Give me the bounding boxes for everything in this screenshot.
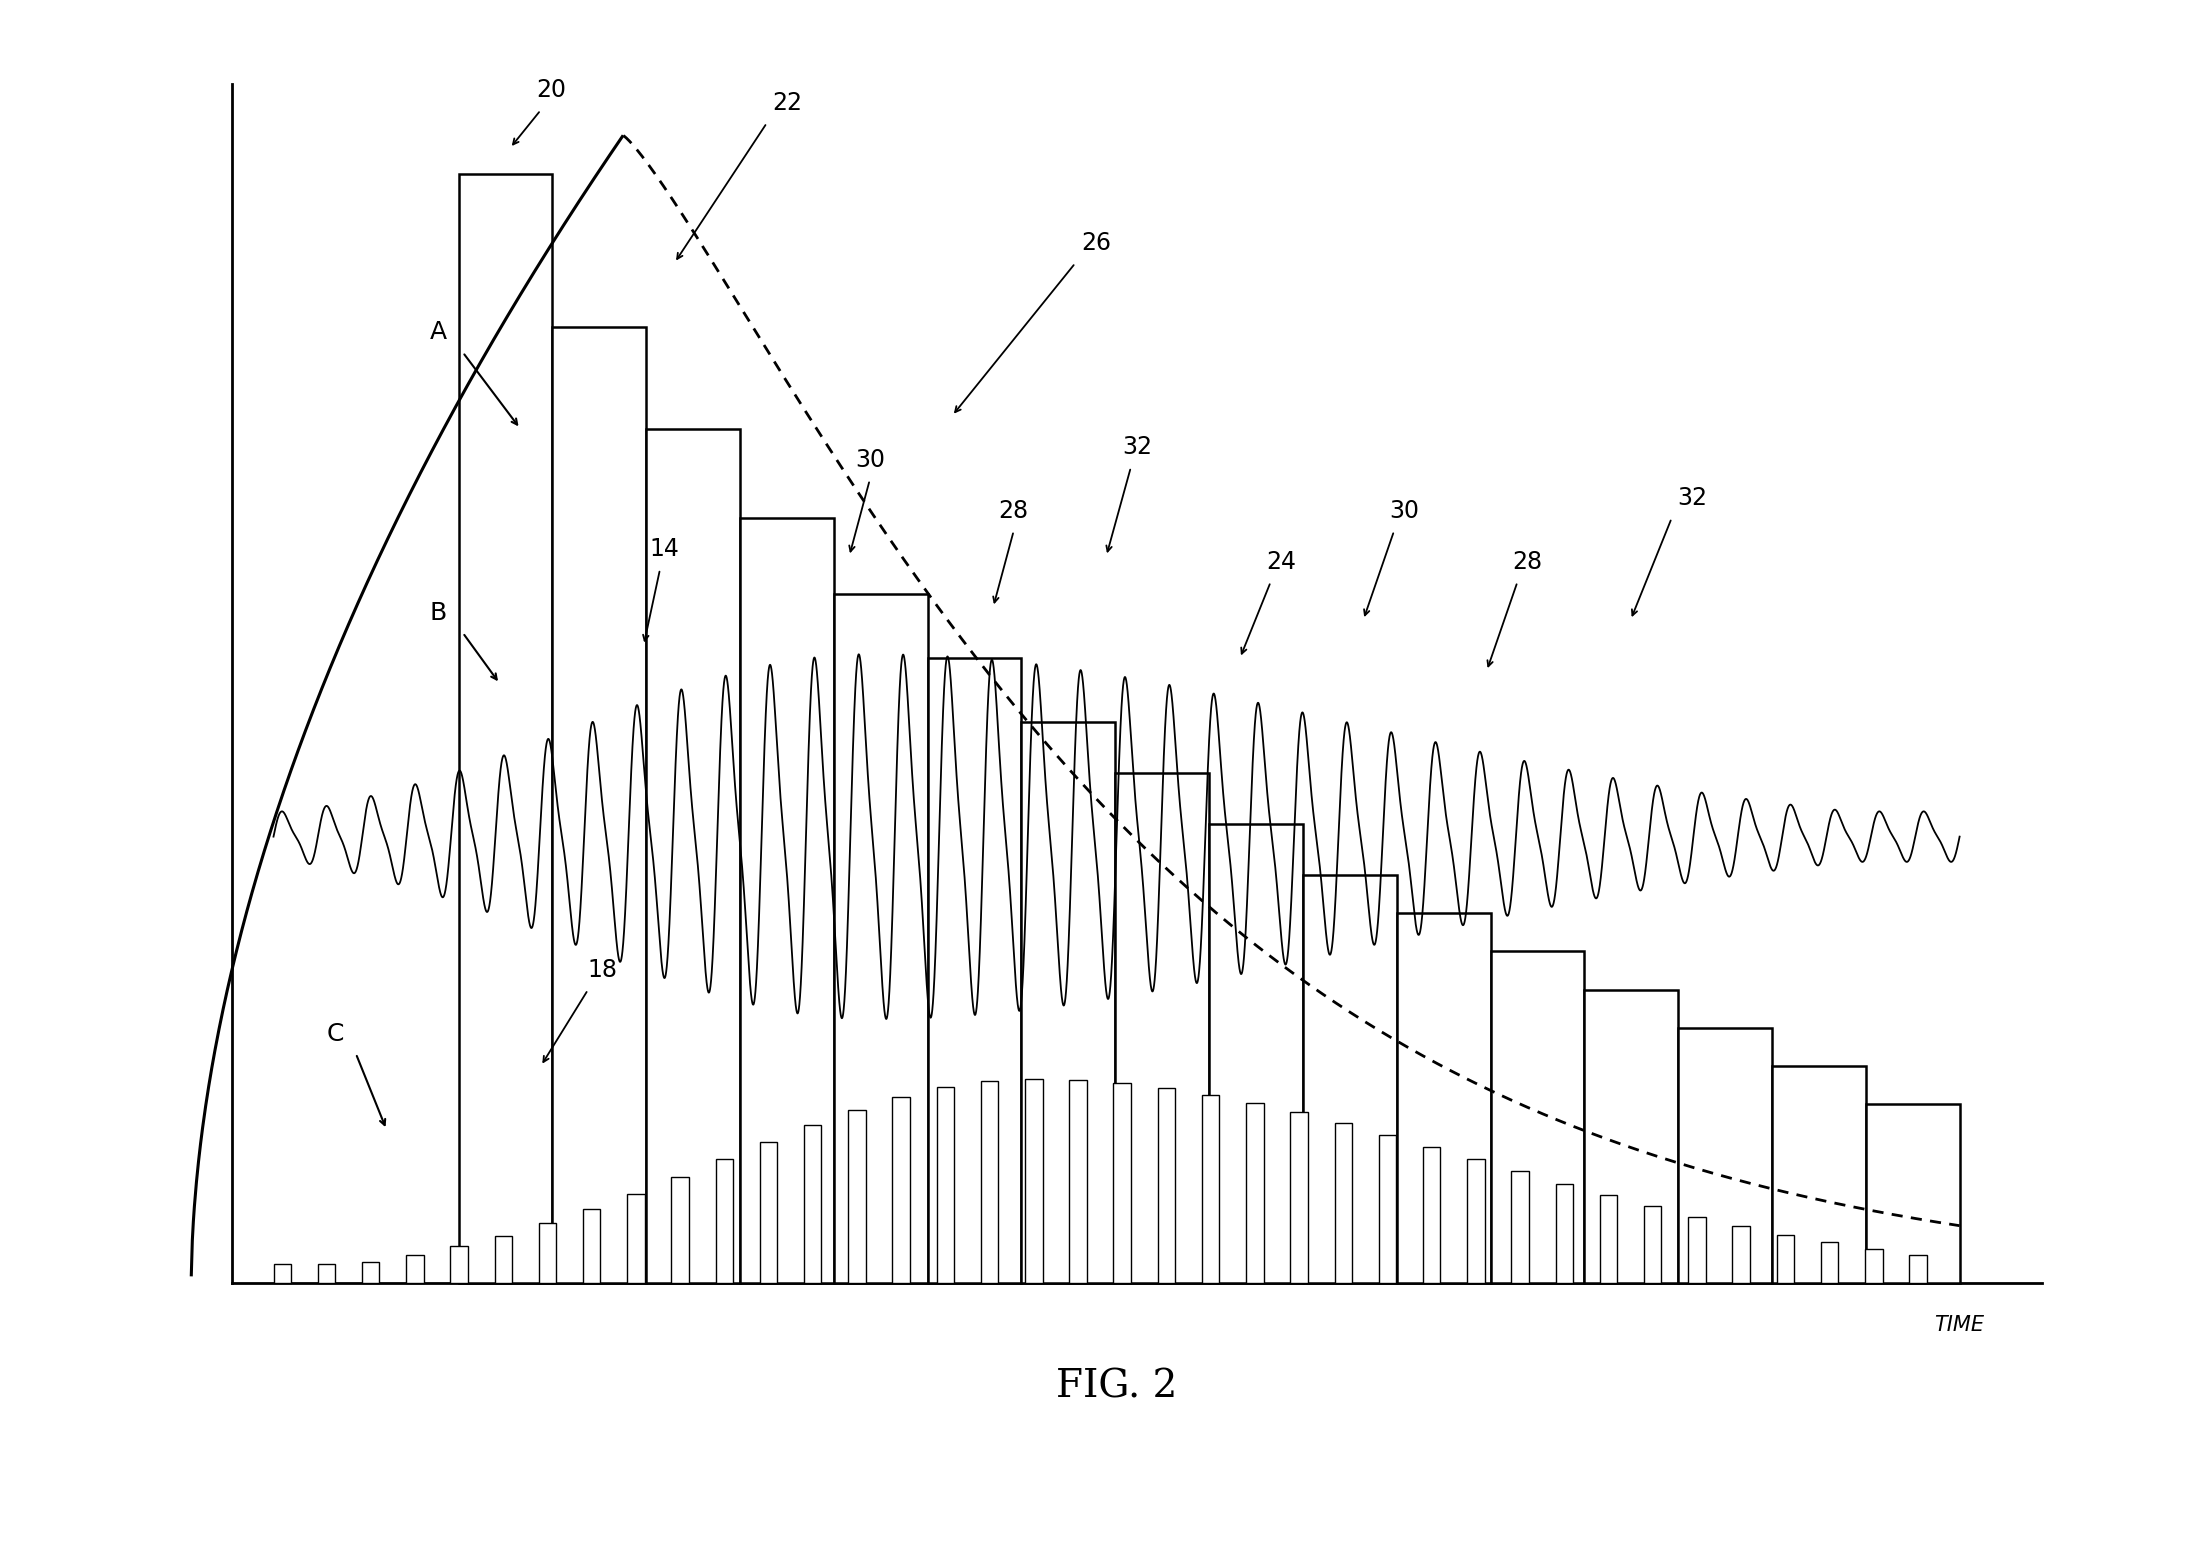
Bar — [539, 1224, 557, 1282]
Text: 14: 14 — [650, 538, 679, 561]
Text: 32: 32 — [1123, 435, 1152, 459]
Bar — [1512, 1171, 1528, 1282]
Bar — [982, 1080, 999, 1282]
Text: 28: 28 — [1512, 550, 1543, 573]
Bar — [937, 1086, 955, 1282]
Bar — [1771, 1066, 1866, 1282]
Bar — [761, 1142, 778, 1282]
Bar — [553, 327, 646, 1282]
Bar — [893, 1097, 911, 1282]
Bar — [1778, 1234, 1793, 1282]
Text: FIG. 2: FIG. 2 — [1057, 1368, 1176, 1405]
Bar — [1645, 1207, 1660, 1282]
Text: TIME: TIME — [1935, 1314, 1985, 1335]
Bar — [1335, 1123, 1351, 1282]
Bar — [1114, 774, 1209, 1282]
Bar — [1203, 1094, 1220, 1282]
Bar — [672, 1177, 690, 1282]
Bar — [1490, 951, 1585, 1282]
Bar — [1585, 989, 1678, 1282]
Text: B: B — [429, 601, 447, 626]
Text: 30: 30 — [856, 448, 884, 472]
Text: A: A — [429, 321, 447, 345]
Bar — [1910, 1256, 1926, 1282]
Bar — [274, 1264, 292, 1282]
Bar — [1247, 1103, 1262, 1282]
Bar — [646, 428, 741, 1282]
Bar — [929, 658, 1021, 1282]
Bar — [1209, 824, 1302, 1282]
Text: 20: 20 — [535, 79, 566, 102]
Bar — [1291, 1113, 1307, 1282]
Text: 28: 28 — [999, 499, 1028, 522]
Bar — [363, 1262, 380, 1282]
Bar — [1302, 875, 1397, 1282]
Bar — [318, 1264, 336, 1282]
Bar — [1733, 1227, 1749, 1282]
Bar — [1159, 1088, 1176, 1282]
Bar — [805, 1125, 822, 1282]
Bar — [1397, 914, 1490, 1282]
Bar — [1021, 721, 1114, 1282]
Bar — [1822, 1242, 1837, 1282]
Bar — [458, 174, 553, 1282]
Bar — [849, 1110, 867, 1282]
Bar — [628, 1194, 646, 1282]
Text: 24: 24 — [1267, 550, 1296, 573]
Bar — [1424, 1147, 1439, 1282]
Bar — [1557, 1183, 1572, 1282]
Text: 32: 32 — [1678, 485, 1707, 510]
Text: 18: 18 — [588, 959, 617, 982]
Bar — [1114, 1083, 1132, 1282]
Text: 22: 22 — [772, 91, 803, 116]
Bar — [716, 1159, 734, 1282]
Bar — [1866, 1250, 1882, 1282]
Bar — [584, 1210, 601, 1282]
Text: C: C — [327, 1022, 345, 1046]
Bar — [1678, 1028, 1771, 1282]
Bar — [407, 1256, 425, 1282]
Bar — [1689, 1216, 1705, 1282]
Bar — [1601, 1196, 1616, 1282]
Text: 30: 30 — [1389, 499, 1419, 522]
Bar — [1026, 1079, 1044, 1282]
Bar — [451, 1247, 469, 1282]
Text: 26: 26 — [1081, 231, 1110, 256]
Bar — [495, 1236, 513, 1282]
Bar — [1070, 1080, 1088, 1282]
Bar — [1468, 1159, 1484, 1282]
Bar — [834, 595, 929, 1282]
Bar — [1380, 1134, 1395, 1282]
Bar — [741, 518, 834, 1282]
Bar — [1866, 1105, 1959, 1282]
